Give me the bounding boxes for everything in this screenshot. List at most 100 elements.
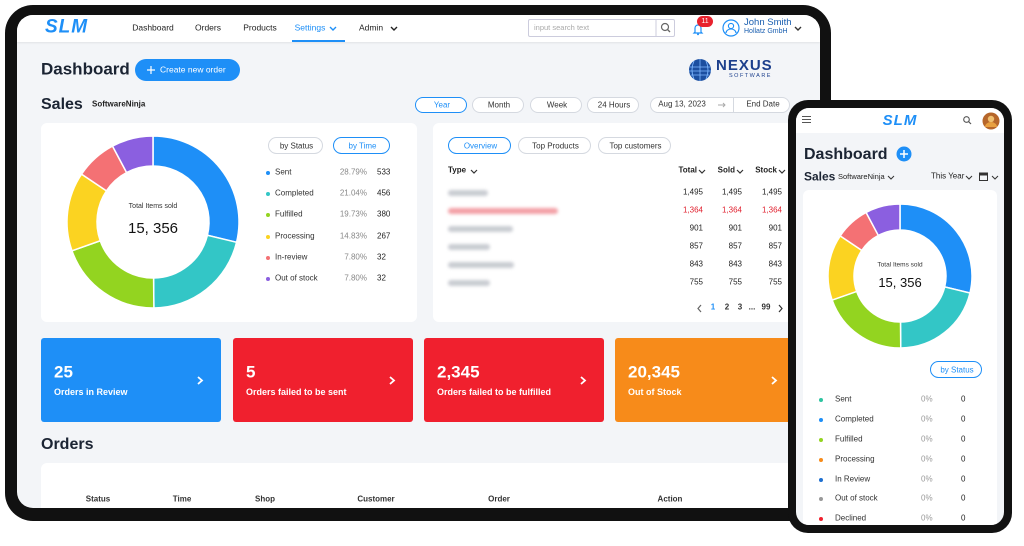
create-order-label: Create new order (160, 64, 226, 75)
icon-part (147, 66, 155, 74)
sales-account: SoftwareNinja (92, 99, 146, 109)
legend-percent: 21.04% (339, 188, 367, 198)
kpi-card[interactable]: 20,345 Out of Stock (615, 338, 795, 422)
menu-icon[interactable] (802, 116, 811, 123)
legend-name: In-review (275, 252, 308, 262)
page-number[interactable]: 99 (761, 302, 771, 312)
nav-item[interactable]: Admin (358, 22, 384, 33)
search-icon[interactable] (655, 19, 675, 37)
chevron-icon (698, 169, 706, 174)
table-cell: 1,364 (761, 205, 782, 215)
legend-name: Out of stock (275, 273, 318, 283)
icon-part (697, 304, 702, 313)
icon-part (778, 169, 786, 174)
icon-part (968, 121, 972, 125)
user-company: Hollatz GmbH (744, 28, 788, 36)
period-pill[interactable]: 24 Hours (587, 97, 639, 113)
orders-column-header: Time (172, 494, 192, 504)
chart-tab-label: by Time (348, 141, 377, 151)
legend-count: 32 (377, 252, 386, 262)
legend-dot (266, 171, 270, 175)
icon-part (329, 26, 337, 31)
table-cell: 1,495 (761, 187, 782, 197)
mobile-avatar[interactable] (982, 112, 1000, 130)
kpi-card[interactable]: 2,345 Orders failed to be fulfilled (424, 338, 604, 422)
icon-part (987, 115, 995, 123)
mobile-add-button[interactable] (896, 146, 912, 162)
create-order-button[interactable]: Create new order (135, 59, 240, 81)
legend-name: Processing (275, 231, 315, 241)
table-cell: 1,364 (682, 205, 703, 215)
products-tab[interactable]: Top customers (598, 137, 671, 154)
chevron-icon (736, 169, 744, 174)
nav-item[interactable]: Settings (294, 22, 326, 33)
phone-screen: SLM Dashboard Sales SoftwareNinja This Year T… (796, 108, 1004, 525)
legend-name: Completed (275, 188, 314, 198)
mobile-period[interactable]: This Year (931, 171, 965, 181)
icon-part (900, 150, 908, 158)
chart-tab[interactable]: by Time (333, 137, 390, 154)
calendar-icon[interactable] (979, 172, 988, 181)
products-tab-label: Top customers (609, 141, 662, 151)
kpi-value: 20,345 (628, 362, 680, 382)
mobile-search-icon[interactable] (963, 116, 972, 125)
page-number[interactable]: ... (748, 302, 756, 312)
column-header: Stock (755, 165, 777, 175)
orders-column-header: Order (488, 494, 510, 504)
page-number[interactable]: 1 (710, 302, 716, 312)
icon-part (689, 59, 711, 81)
kpi-card[interactable]: 5 Orders failed to be sent (233, 338, 413, 422)
period-pill[interactable]: Year (415, 97, 467, 113)
donut-segment (831, 290, 902, 349)
chevron-icon (991, 175, 999, 180)
column-header: Sold (717, 165, 735, 175)
table-cell: 1,495 (682, 187, 703, 197)
page-next[interactable] (778, 304, 783, 313)
kpi-value: 25 (54, 362, 73, 382)
mobile-account: SoftwareNinja (838, 171, 885, 181)
brand-sub: SOFTWARE (729, 72, 772, 79)
page-number[interactable]: 3 (737, 302, 743, 312)
kpi-arrow (580, 376, 587, 385)
arrow-icon (718, 102, 726, 108)
chevron-icon (329, 26, 337, 31)
mobile-tab[interactable]: by Status (930, 361, 982, 378)
legend-dot (266, 192, 270, 196)
table-cell: 901 (768, 223, 782, 233)
mobile-legend-dot (819, 418, 823, 422)
notification-badge (697, 16, 713, 27)
products-tab[interactable]: Overview (448, 137, 511, 154)
legend-dot (266, 235, 270, 239)
mobile-legend-dot (819, 438, 823, 442)
products-tab[interactable]: Top Products (518, 137, 591, 154)
mobile-legend-percent: 0% (921, 493, 933, 503)
user-avatar[interactable] (722, 19, 740, 37)
period-pill[interactable]: Month (472, 97, 524, 113)
donut-chart (827, 203, 973, 349)
icon-part (580, 376, 587, 385)
icon-part (197, 376, 204, 385)
kpi-label: Orders failed to be fulfilled (437, 387, 552, 398)
nav-item[interactable]: Dashboard (132, 22, 174, 33)
page-prev[interactable] (697, 304, 702, 313)
kpi-value: 5 (246, 362, 256, 382)
page-title: Dashboard (41, 59, 130, 79)
nav-item[interactable]: Orders (195, 22, 221, 33)
icon-part (771, 376, 778, 385)
mobile-legend-dot (819, 458, 823, 462)
period-pill[interactable]: Week (530, 97, 582, 113)
period-pill-label: Month (487, 100, 511, 110)
nav-item[interactable]: Products (243, 22, 277, 33)
legend-count: 32 (377, 273, 386, 283)
mobile-page-title: Dashboard (804, 146, 888, 164)
table-cell: 843 (768, 259, 782, 269)
kpi-card[interactable]: 25 Orders in Review (41, 338, 221, 422)
page-number[interactable]: 2 (724, 302, 730, 312)
chart-tab[interactable]: by Status (268, 137, 323, 154)
mobile-legend-percent: 0% (921, 513, 933, 523)
search-box[interactable] (528, 19, 675, 37)
kpi-arrow (771, 376, 778, 385)
period-pill-label: Week (546, 100, 568, 110)
mobile-legend-percent: 0% (921, 474, 933, 484)
kpi-arrow (389, 376, 396, 385)
